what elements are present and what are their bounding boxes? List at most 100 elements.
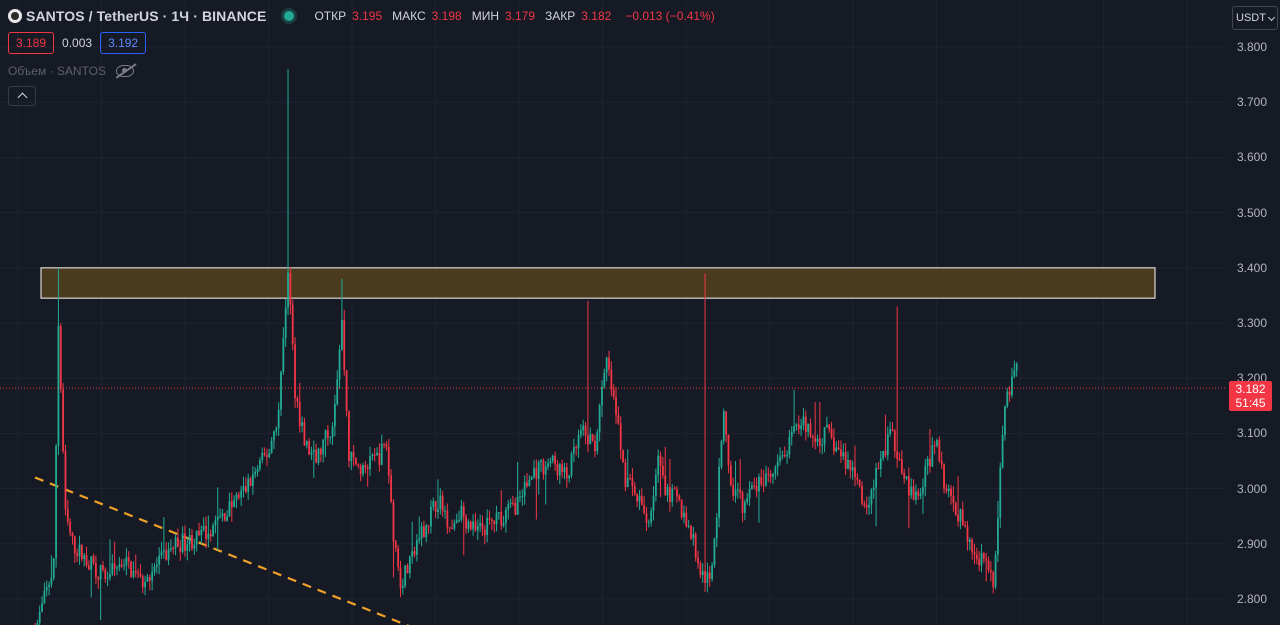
candle-body: [608, 357, 610, 370]
candle-body: [397, 548, 400, 568]
candle-body: [137, 572, 139, 574]
volume-indicator[interactable]: Объем · SANTOS: [8, 64, 135, 78]
buy-price-button[interactable]: 3.192: [100, 32, 147, 54]
candle-body: [854, 467, 856, 478]
candle-body: [69, 521, 72, 533]
hide-eye-icon[interactable]: [116, 65, 135, 77]
candles: [34, 69, 1018, 625]
candle-body: [467, 521, 470, 529]
candle-body: [350, 451, 353, 462]
candle-body: [116, 567, 118, 569]
candle-body: [561, 464, 564, 473]
candle-body: [804, 416, 807, 432]
candle-body: [587, 435, 589, 445]
candle-body: [699, 563, 702, 576]
spread-value: 0.003: [62, 36, 93, 50]
candle-body: [997, 517, 999, 555]
candle-body: [380, 443, 383, 465]
candle-body: [76, 553, 79, 557]
candle-body: [1006, 391, 1009, 407]
candle-body: [680, 499, 683, 518]
candle-body: [584, 425, 587, 436]
candle-body: [961, 509, 964, 526]
candle-body: [1004, 406, 1006, 435]
candle-body: [277, 409, 280, 429]
candle-body: [275, 428, 278, 432]
candle-body: [155, 564, 158, 567]
candle-body: [1011, 376, 1013, 396]
candle-body: [352, 451, 355, 458]
candle-body: [781, 455, 784, 457]
candle-body: [516, 496, 519, 515]
candle-body: [109, 574, 111, 578]
candle-body: [310, 451, 313, 455]
candle-body: [938, 440, 941, 462]
candle-body: [85, 555, 88, 566]
candle-body: [514, 502, 517, 515]
candle-body: [364, 464, 367, 468]
candle-body: [1008, 391, 1011, 396]
candle-body: [144, 581, 147, 588]
candle-body: [73, 536, 76, 554]
candle-body: [57, 326, 60, 446]
candle-body: [256, 468, 259, 472]
candle-body: [523, 482, 526, 497]
candle-body: [821, 444, 824, 446]
candle-body: [200, 529, 203, 536]
candle-body: [748, 488, 751, 499]
candle-body: [36, 623, 39, 625]
candle-body: [594, 440, 596, 452]
candle-body: [797, 424, 800, 430]
candle-body: [348, 411, 350, 462]
candle-body: [676, 489, 678, 496]
candle-body: [973, 552, 976, 555]
candle-body: [127, 557, 130, 562]
collapse-legend-button[interactable]: [8, 86, 36, 106]
candle-body: [497, 511, 500, 513]
candle-body: [502, 523, 505, 526]
candle-body: [102, 565, 104, 570]
candle-body: [624, 462, 627, 488]
candle-body: [528, 479, 531, 487]
candle-body: [720, 441, 723, 467]
resistance-zone[interactable]: [40, 267, 1156, 299]
candle-body: [289, 272, 292, 305]
candle-body: [558, 464, 561, 476]
candle-body: [219, 516, 221, 518]
trend-line[interactable]: [34, 476, 438, 625]
candle-body: [406, 565, 409, 574]
symbol-title[interactable]: SANTOS / TetherUS · 1Ч · BINANCE: [26, 8, 267, 24]
candle-body: [425, 525, 428, 538]
candle-body: [610, 369, 613, 390]
price-tick-label: 3.300: [1237, 316, 1268, 330]
candle-body: [331, 426, 334, 438]
candle-body: [659, 455, 662, 466]
candle-body: [872, 487, 875, 490]
candle-body: [837, 447, 840, 450]
candle-body: [905, 476, 908, 479]
candle-body: [505, 509, 507, 524]
candle-body: [875, 468, 877, 488]
candle-body: [809, 423, 812, 436]
close-label: ЗАКР: [545, 9, 576, 23]
candle-body: [765, 473, 767, 486]
candle-body: [795, 424, 798, 426]
candle-body: [202, 525, 205, 530]
candle-body: [563, 467, 566, 473]
candle-body: [387, 446, 390, 476]
candle-body: [188, 535, 191, 545]
sell-price-button[interactable]: 3.189: [8, 32, 55, 54]
currency-selector[interactable]: USDT: [1232, 6, 1278, 30]
candle-body: [898, 458, 901, 460]
candle-body: [418, 538, 421, 541]
candle-body: [237, 494, 240, 498]
candle-body: [1015, 363, 1018, 371]
candle-body: [762, 484, 765, 486]
candle-body: [59, 326, 62, 390]
candle-body: [392, 501, 395, 542]
candle-body: [317, 448, 320, 463]
candle-body: [743, 501, 746, 513]
candle-body: [758, 476, 760, 492]
candle-body: [263, 453, 266, 456]
